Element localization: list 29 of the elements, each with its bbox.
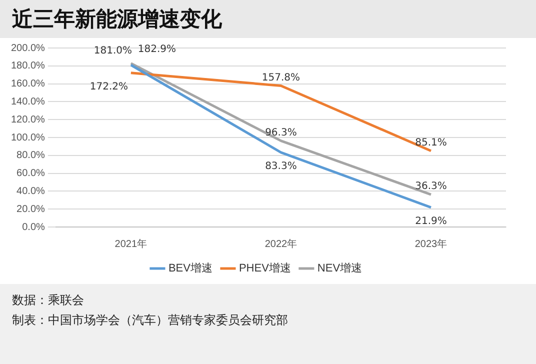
- y-tick-label: 40.0%: [16, 186, 46, 197]
- data-label: 85.1%: [415, 137, 447, 148]
- data-label: 181.0%: [94, 46, 132, 57]
- legend-label: PHEV增速: [238, 262, 291, 275]
- legend-label: BEV增速: [168, 262, 212, 275]
- y-tick-label: 20.0%: [16, 204, 46, 215]
- x-tick-label: 2023年: [414, 238, 448, 250]
- data-label: 96.3%: [265, 127, 297, 138]
- data-label: 21.9%: [415, 216, 447, 227]
- y-tick-label: 120.0%: [10, 114, 46, 126]
- y-tick-label: 0.0%: [22, 222, 46, 233]
- y-tick-label: 60.0%: [16, 168, 46, 180]
- y-tick-label: 160.0%: [10, 78, 46, 90]
- data-label: 172.2%: [90, 81, 128, 92]
- data-label: 83.3%: [265, 161, 297, 172]
- y-tick-label: 100.0%: [10, 132, 46, 144]
- x-tick-label: 2022年: [264, 238, 298, 250]
- data-label: 36.3%: [415, 181, 447, 192]
- y-tick-label: 80.0%: [16, 150, 46, 162]
- text: 制表：中国市场学会（汽车）营销专家委员会研究部: [12, 312, 289, 329]
- legend-label: NEV增速: [317, 262, 362, 275]
- y-tick-label: 180.0%: [10, 60, 46, 72]
- x-tick-label: 2021年: [114, 238, 148, 250]
- y-tick-label: 200.0%: [10, 42, 46, 54]
- y-tick-label: 140.0%: [10, 96, 46, 108]
- chart-title: 近三年新能源增速变化: [0, 0, 536, 38]
- data-label: 182.9%: [138, 44, 176, 55]
- data-label: 157.8%: [262, 72, 300, 84]
- text: 数据：乘联会: [12, 292, 85, 309]
